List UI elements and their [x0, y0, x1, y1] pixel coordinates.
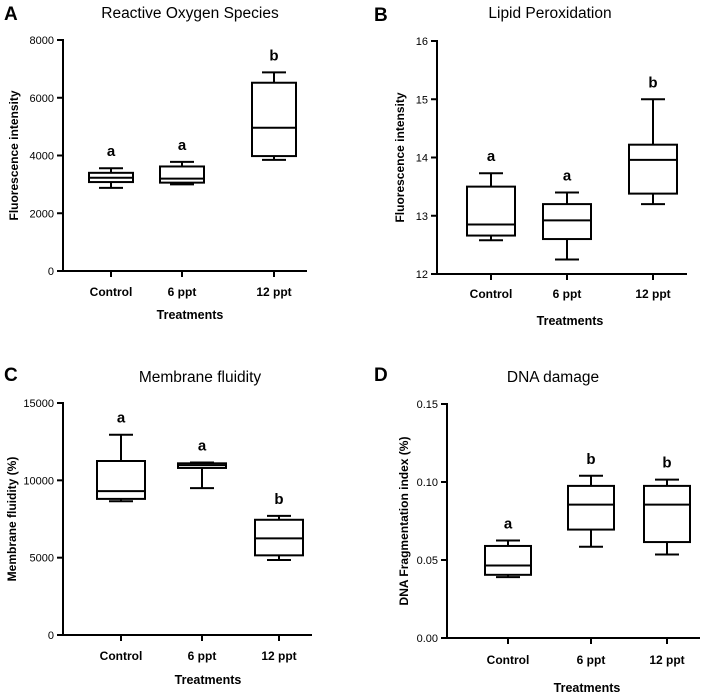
panel-a-y-tick-label: 4000: [30, 151, 54, 163]
panel-b-title: Lipid Peroxidation: [488, 5, 611, 22]
panel-b: B Lipid Peroxidation 12 13 14 15 16 Fluorescenc…: [374, 5, 687, 328]
panel-d-significance-label: b: [586, 451, 595, 468]
panel-a-y-label: Fluorescence intensity: [7, 90, 21, 220]
panel-a-significance-label: b: [269, 47, 278, 64]
panel-b-y-tick-label: 15: [416, 94, 428, 106]
panel-a-box: [159, 165, 205, 184]
panel-d-letter: D: [374, 365, 388, 386]
panel-d-significance-label: a: [504, 516, 513, 533]
panel-a-category-label: 6 ppt: [168, 285, 197, 299]
panel-d-y-label: DNA Fragmentation index (%): [397, 437, 411, 606]
panel-a: A Reactive Oxygen Species 0 2000 4000 6000 800…: [4, 4, 307, 322]
panel-b-significance-label: b: [648, 74, 657, 91]
panel-d-box: [643, 484, 691, 544]
panel-b-category-label: Control: [470, 287, 513, 301]
panel-c-box: [96, 460, 146, 500]
panel-d-title: DNA damage: [507, 369, 599, 386]
panel-c-category-label: 6 ppt: [188, 649, 217, 663]
panel-c-significance-label: a: [198, 438, 207, 455]
panel-d-box: [484, 544, 532, 576]
panel-d-y-tick-label: 0.15: [417, 399, 438, 411]
panel-b-category-label: 6 ppt: [553, 287, 582, 301]
panel-c: C Membrane fluidity 0 5000 10000 15000 Membran…: [4, 365, 312, 687]
panel-c-y-tick-label: 0: [48, 630, 54, 642]
panel-d-y-tick-label: 0.00: [417, 633, 438, 645]
panel-c-y-label: Membrane fluidity (%): [5, 457, 19, 582]
panel-c-significance-label: b: [274, 491, 283, 508]
panel-b-significance-label: a: [563, 167, 572, 184]
panel-d-y-tick-label: 0.10: [417, 477, 438, 489]
panel-a-significance-label: a: [178, 137, 187, 154]
panel-d-x-label: Treatments: [554, 681, 621, 695]
panel-b-significance-label: a: [487, 148, 496, 165]
panel-d-category-label: 12 ppt: [649, 653, 684, 667]
panel-c-category-label: 12 ppt: [261, 649, 296, 663]
panel-c-y-tick-label: 15000: [23, 398, 54, 410]
panel-c-x-label: Treatments: [175, 673, 242, 687]
panel-b-box: [466, 185, 516, 237]
panel-b-letter: B: [374, 5, 388, 26]
panel-d-significance-label: b: [662, 455, 671, 472]
panel-c-letter: C: [4, 365, 18, 386]
panel-c-y-tick-label: 5000: [30, 553, 54, 565]
panel-c-title: Membrane fluidity: [139, 369, 262, 386]
panel-a-box: [251, 81, 297, 158]
panel-d-category-label: 6 ppt: [577, 653, 606, 667]
panel-a-y-tick-label: 2000: [30, 208, 54, 220]
panel-a-x-label: Treatments: [157, 308, 224, 322]
panel-b-box: [542, 203, 592, 241]
panel-c-significance-label: a: [117, 410, 126, 427]
panel-a-y-tick-label: 0: [48, 266, 54, 278]
panel-d: D DNA damage 0.00 0.05 0.10 0.15 DNA Fragmenta…: [374, 365, 700, 695]
panel-b-y-tick-label: 13: [416, 211, 428, 223]
panel-c-category-label: Control: [100, 649, 143, 663]
panel-d-box: [567, 484, 615, 531]
panel-b-x-label: Treatments: [537, 314, 604, 328]
panel-a-category-label: 12 ppt: [256, 285, 291, 299]
panel-a-significance-label: a: [107, 143, 116, 160]
panel-b-box: [628, 143, 678, 195]
panel-d-y-tick-label: 0.05: [417, 555, 438, 567]
panel-b-y-tick-label: 14: [416, 153, 428, 165]
panel-b-y-label: Fluorescence intensity: [393, 92, 407, 222]
panel-a-category-label: Control: [90, 285, 133, 299]
panel-d-category-label: Control: [487, 653, 530, 667]
panel-b-y-tick-label: 12: [416, 269, 428, 281]
panel-a-y-tick-label: 6000: [30, 93, 54, 105]
panel-a-letter: A: [4, 4, 18, 25]
panel-c-y-tick-label: 10000: [23, 475, 54, 487]
panel-b-category-label: 12 ppt: [635, 287, 670, 301]
panel-a-title: Reactive Oxygen Species: [101, 5, 279, 22]
panel-b-y-tick-label: 16: [416, 36, 428, 48]
panel-a-y-tick-label: 8000: [30, 35, 54, 47]
